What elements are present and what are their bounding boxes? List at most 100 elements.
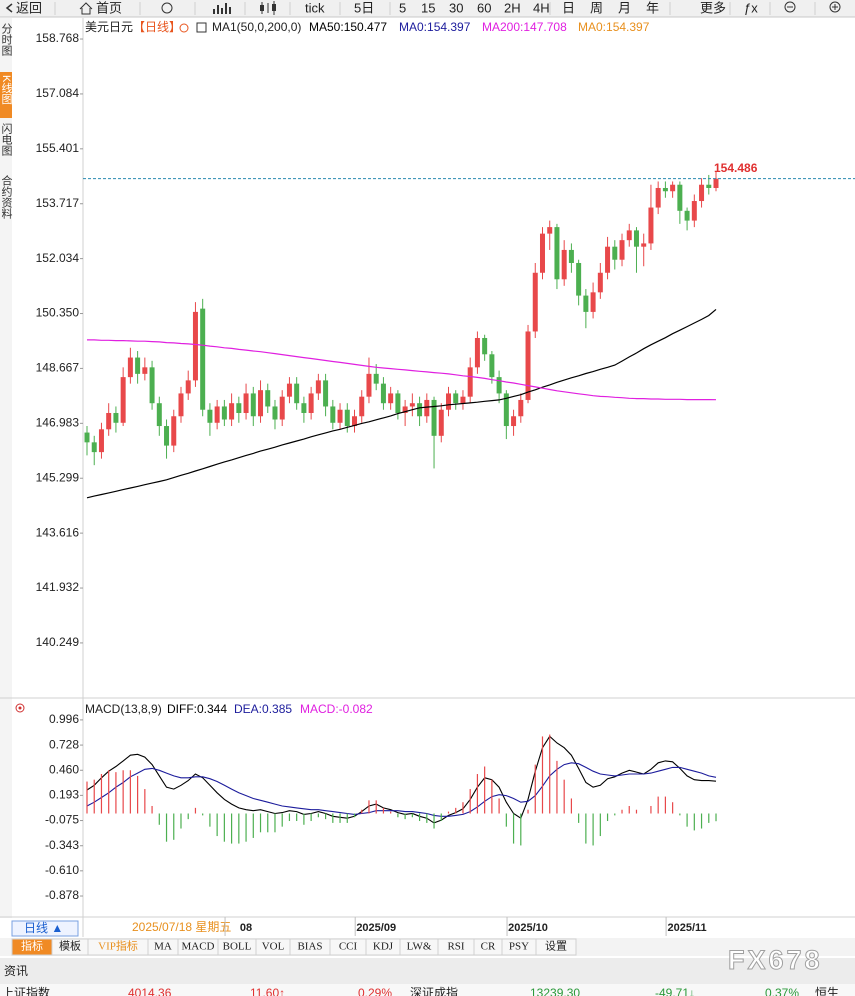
news-bar-bg	[0, 958, 855, 984]
toolbar-button[interactable]: 首页	[96, 0, 122, 15]
candle-body	[662, 187, 668, 192]
side-tab[interactable]: 闪电图	[0, 122, 13, 157]
y-tick-label: 153.717	[36, 196, 80, 210]
indicator-tab[interactable]: PSY	[509, 941, 529, 953]
candle-body	[301, 403, 307, 413]
candle-body	[200, 308, 206, 410]
period-button[interactable]: 日线 ▲	[24, 921, 63, 935]
toolbar-button[interactable]: 5日	[354, 0, 374, 15]
legend-value: 154.397	[606, 20, 650, 34]
toolbar-button[interactable]: 60	[477, 0, 491, 15]
candle-body	[359, 396, 365, 417]
indicator-tab[interactable]: 指标	[21, 939, 43, 953]
toolbar-button[interactable]: 5	[399, 0, 406, 15]
toolbar-button[interactable]: 15	[421, 0, 435, 15]
toolbar-button[interactable]: tick	[305, 0, 325, 15]
legend-name: DEA:	[234, 702, 262, 716]
toolbar-button[interactable]: 月	[618, 0, 631, 15]
toolbar-button[interactable]: 返回	[16, 0, 42, 15]
zoom-in-icon	[832, 4, 838, 10]
toolbar-button[interactable]: 30	[449, 0, 463, 15]
candle-body	[337, 409, 343, 423]
candle-body	[648, 207, 654, 244]
indicator-tab[interactable]: MA	[154, 941, 172, 953]
toolbar-button[interactable]: 周	[590, 0, 603, 15]
candle-body	[127, 357, 133, 378]
candle-body	[258, 390, 264, 417]
y-tick-label: 0.193	[49, 788, 79, 802]
indicator-icon[interactable]	[196, 22, 207, 33]
watermark: FX678	[728, 945, 823, 975]
y-tick-label: 150.350	[36, 306, 80, 320]
toolbar-button[interactable]: ƒx	[744, 0, 758, 15]
macd-icon[interactable]	[15, 703, 25, 713]
legend-item: DIFF:0.344	[167, 702, 227, 716]
candle-icon-body	[272, 4, 276, 11]
indicator-tab[interactable]: LW&	[407, 941, 432, 953]
indicator-tab[interactable]: VOL	[262, 941, 285, 953]
last-price-label: 154.486	[714, 161, 758, 175]
indicator-tab[interactable]: CCI	[339, 941, 358, 953]
y-tick-label: 140.249	[36, 635, 80, 649]
candle-body	[619, 240, 625, 260]
candle-body	[467, 367, 473, 397]
toolbar-button[interactable]: 日	[562, 0, 575, 15]
side-tab[interactable]: 合约资料	[0, 174, 13, 220]
side-tab-active-bg	[0, 72, 12, 118]
indicator-tab-bg[interactable]	[535, 938, 577, 956]
news-tab[interactable]: 资讯	[4, 964, 28, 978]
toolbar-button[interactable]: 年	[646, 0, 659, 15]
home-icon[interactable]	[79, 2, 93, 15]
indicator-tab[interactable]: BIAS	[297, 941, 322, 953]
toolbar-button[interactable]: 4H	[533, 0, 550, 15]
indicator-tab[interactable]: VIP指标	[98, 939, 138, 953]
x-tick-label: 08	[240, 922, 252, 934]
back-icon[interactable]	[5, 3, 13, 13]
candle-body	[113, 412, 119, 423]
legend-value: -0.082	[339, 702, 373, 716]
indicator-tab[interactable]: KDJ	[373, 941, 394, 953]
period-button-bg[interactable]	[11, 920, 79, 937]
candle-body	[532, 272, 538, 332]
side-tab[interactable]: 分时图	[0, 23, 13, 57]
candle-body	[323, 380, 329, 407]
candle-body	[583, 295, 589, 312]
candle-body	[185, 380, 191, 394]
ma-line	[86, 308, 717, 499]
zoom-out-icon[interactable]	[784, 1, 796, 13]
candle-body	[446, 393, 451, 410]
legend-name: MACD:	[300, 702, 339, 716]
candle-body	[409, 403, 415, 407]
candle-body	[626, 230, 632, 241]
indicator-tab[interactable]: 设置	[545, 940, 567, 953]
indicator-tab[interactable]: 模板	[59, 939, 81, 953]
indicator-tab[interactable]: MACD	[181, 941, 214, 953]
macd-line	[86, 762, 717, 817]
macd-icon-dot	[18, 706, 22, 710]
y-tick-label: 157.084	[36, 86, 80, 100]
candle-body	[474, 337, 480, 368]
indicator-tab[interactable]: CR	[481, 941, 496, 953]
legend-name: MA0:	[578, 20, 606, 34]
candle-body	[243, 393, 249, 413]
y-tick-label: -0.075	[45, 813, 79, 827]
legend-value: 154.397	[427, 20, 471, 34]
indicator-tab[interactable]: RSI	[447, 941, 464, 953]
candle-body	[315, 380, 321, 394]
refresh-icon[interactable]	[161, 2, 173, 14]
indicator-tab[interactable]: BOLL	[223, 941, 252, 953]
candle-body	[402, 406, 408, 413]
period-icon[interactable]	[179, 23, 189, 33]
candle-body	[539, 233, 545, 273]
chart-icon[interactable]	[213, 3, 231, 14]
candle-body	[547, 227, 553, 234]
toolbar-button[interactable]: 2H	[504, 0, 521, 15]
candle-body	[576, 262, 582, 296]
zoom-in-icon[interactable]	[829, 1, 841, 13]
side-tab[interactable]: K线图	[0, 75, 13, 105]
candle-body	[554, 227, 560, 280]
y-tick-label: 148.667	[36, 361, 80, 375]
candle-body	[691, 201, 697, 221]
toolbar-button[interactable]: 更多	[700, 0, 726, 15]
